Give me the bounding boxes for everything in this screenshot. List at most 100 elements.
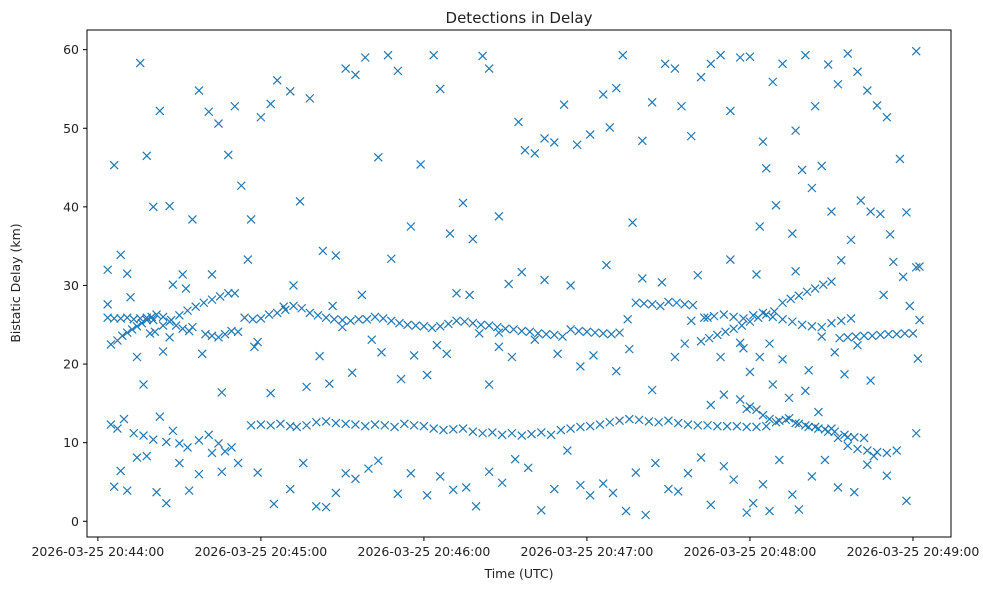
data-point [448,485,458,495]
data-point [230,288,240,298]
data-point [729,475,739,485]
data-point [875,330,885,340]
data-point [758,410,768,420]
data-point [148,202,158,212]
data-point [427,323,437,333]
data-point [207,448,217,458]
data-point [429,424,439,433]
data-point [351,420,360,430]
data-point [810,101,820,111]
y-tick-label: 30 [63,278,79,293]
data-point [615,416,624,426]
data-point [712,421,722,431]
data-point [742,404,752,414]
data-point [758,479,768,489]
data-point [113,424,122,433]
data-point [497,430,507,440]
data-point [297,303,307,313]
data-point [631,298,641,308]
data-point [765,506,774,516]
data-point [393,489,403,499]
data-point [611,83,621,93]
data-point [549,137,559,147]
data-point [670,64,680,73]
data-point [435,472,445,481]
data-point [233,458,243,468]
data-point [693,420,703,430]
data-point [810,284,820,294]
data-point [813,424,823,433]
data-point [474,328,484,338]
data-point [380,420,390,430]
data-point [866,376,876,386]
data-point [608,488,618,498]
data-point [217,467,227,477]
data-point [624,344,634,354]
data-point [892,446,902,455]
data-point [152,310,161,319]
data-point [285,484,295,494]
data-point [712,330,722,340]
data-point [347,368,357,378]
data-point [331,418,341,428]
data-point [721,327,730,337]
data-point [315,351,325,361]
data-point [637,273,647,283]
data-point [393,66,403,76]
data-point [520,145,530,155]
data-point [158,321,168,330]
data-point [357,290,367,300]
data-point [148,435,158,444]
data-point [768,312,778,322]
data-point [204,107,214,117]
data-point [201,329,210,339]
data-point [253,468,263,477]
data-point [256,314,266,323]
data-point [598,90,608,99]
data-point [585,130,595,139]
data-point [509,325,518,334]
data-point [856,196,866,205]
data-point [403,320,413,330]
data-point [439,425,448,435]
data-point [390,422,399,432]
data-point [161,498,171,508]
data-point [266,420,276,430]
data-point [706,500,716,510]
data-point [647,299,657,309]
data-point [755,352,765,362]
data-point [719,310,729,319]
data-point [915,315,924,325]
data-point [445,229,455,239]
data-point [882,471,892,481]
data-point [253,337,263,347]
data-point [321,417,331,426]
data-point [533,328,543,338]
data-point [595,420,605,430]
data-point [510,454,520,464]
y-tick-label: 0 [71,514,79,529]
data-point [230,101,240,111]
data-point [849,432,859,442]
data-point [373,456,383,466]
data-point [791,418,801,428]
data-point [911,46,921,56]
data-point [132,321,142,331]
data-point [778,59,787,69]
data-point [836,255,846,265]
data-point [220,446,230,456]
data-point [748,498,758,508]
data-point [716,352,726,362]
data-point [771,200,781,210]
data-point [745,367,755,377]
data-point [768,77,778,87]
data-point [106,420,116,430]
data-point [729,324,739,334]
data-point [435,84,445,94]
data-point [122,486,132,496]
data-point [807,472,817,481]
data-point [292,422,302,432]
data-point [194,86,204,95]
data-point [851,332,861,341]
x-tick-label: 2026-03-25 20:48:00 [684,544,817,559]
